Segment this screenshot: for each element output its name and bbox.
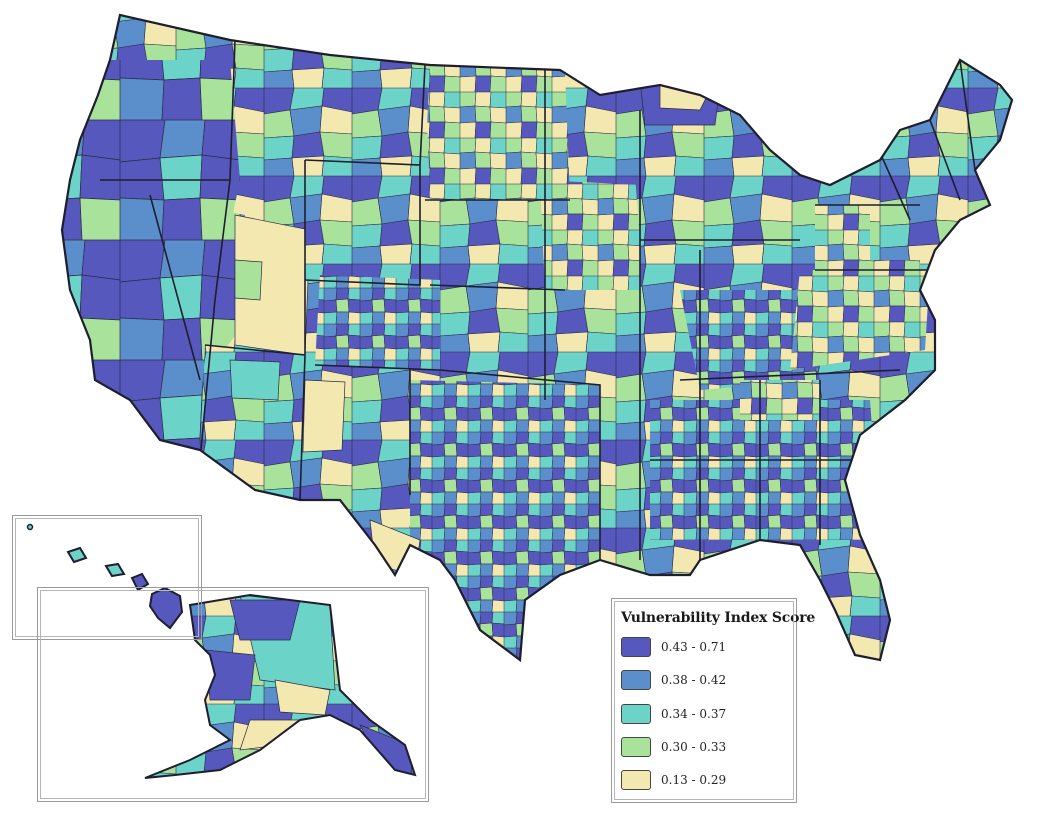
legend-title: Vulnerability Index Score — [621, 610, 816, 626]
state-boundaries — [100, 39, 976, 560]
legend-item: 0.13 - 0.29 — [621, 769, 726, 791]
legend-item: 0.34 - 0.37 — [621, 703, 726, 725]
legend-label: 0.43 - 0.71 — [661, 640, 727, 654]
legend-item: 0.30 - 0.33 — [621, 736, 726, 758]
legend-swatch — [621, 704, 651, 724]
legend-label: 0.30 - 0.33 — [661, 740, 727, 754]
hawaii-counties — [26, 523, 184, 630]
legend-swatch — [621, 670, 651, 690]
legend-swatch — [621, 637, 651, 657]
legend-item: 0.38 - 0.42 — [621, 669, 726, 691]
legend-item: 0.43 - 0.71 — [621, 636, 726, 658]
legend-label: 0.34 - 0.37 — [661, 707, 727, 721]
alaska-inset-frame — [37, 587, 429, 802]
legend-swatch — [621, 770, 651, 790]
legend-label: 0.38 - 0.42 — [661, 673, 727, 687]
legend-label: 0.13 - 0.29 — [661, 773, 727, 787]
map-legend: Vulnerability Index Score 0.43 - 0.71 0.… — [611, 598, 815, 803]
hawaii-inset-frame — [12, 515, 202, 640]
legend-swatch — [621, 737, 651, 757]
